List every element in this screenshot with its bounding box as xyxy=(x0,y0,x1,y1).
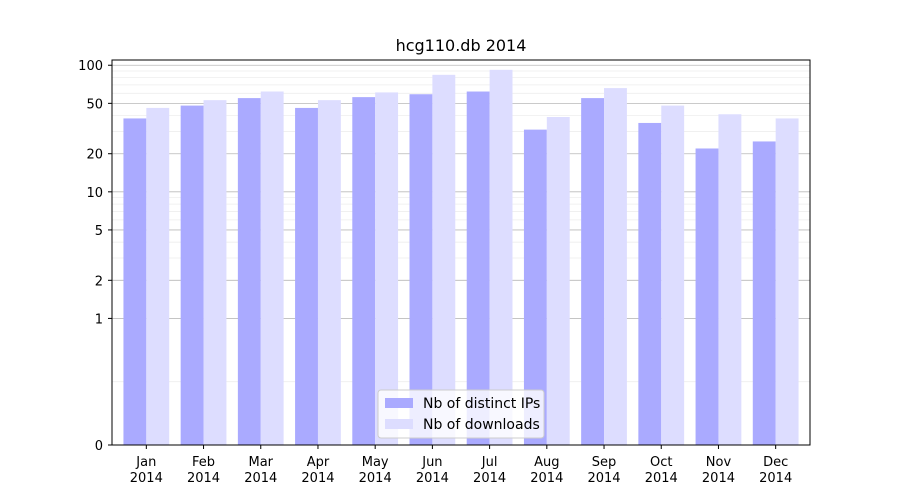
x-tick-label-month: Jul xyxy=(481,455,498,470)
x-tick-label-month: Jan xyxy=(135,455,156,470)
bar-downloads xyxy=(546,117,570,446)
x-tick-label-year: 2014 xyxy=(301,471,334,486)
y-tick-label: 5 xyxy=(95,224,103,239)
y-tick-label: 1 xyxy=(95,312,103,327)
x-tick-label-year: 2014 xyxy=(702,471,735,486)
bar-distinct-ips xyxy=(409,94,433,446)
x-tick-label-year: 2014 xyxy=(530,471,563,486)
bar-distinct-ips xyxy=(466,91,490,445)
y-tick-label: 50 xyxy=(86,97,103,112)
bar-downloads xyxy=(718,114,742,445)
x-tick-label-month: Jun xyxy=(421,455,442,470)
y-tick-label: 0 xyxy=(95,439,103,454)
bar-distinct-ips xyxy=(295,107,318,446)
x-tick-label-month: Aug xyxy=(534,455,559,470)
chart-title: hcg110.db 2014 xyxy=(396,36,527,55)
x-tick-label-year: 2014 xyxy=(587,471,620,486)
bar-distinct-ips xyxy=(123,118,147,445)
x-tick-label-year: 2014 xyxy=(473,471,506,486)
x-tick-label-month: Feb xyxy=(192,455,215,470)
bar-downloads xyxy=(375,92,399,446)
y-tick-label: 10 xyxy=(86,186,103,201)
x-tick-label-month: Dec xyxy=(763,455,788,470)
bar-distinct-ips xyxy=(237,98,261,445)
bar-distinct-ips xyxy=(523,129,547,445)
x-tick-label-year: 2014 xyxy=(187,471,220,486)
legend-label-downloads: Nb of downloads xyxy=(423,417,540,433)
bar-distinct-ips xyxy=(638,122,662,445)
legend-swatch-distinct-ips xyxy=(385,398,413,408)
plot-frame xyxy=(111,59,811,446)
bar-distinct-ips xyxy=(752,141,776,445)
legend-swatch-downloads xyxy=(385,419,413,429)
y-tick-label: 20 xyxy=(86,148,103,163)
y-tick-label: 100 xyxy=(78,59,103,74)
x-tick-label-month: Sep xyxy=(592,455,617,470)
x-tick-label-year: 2014 xyxy=(130,471,163,486)
x-tick-label-year: 2014 xyxy=(645,471,678,486)
x-tick-label-month: Oct xyxy=(650,455,672,470)
x-tick-label-month: May xyxy=(362,455,389,470)
bar-downloads xyxy=(604,88,627,445)
x-tick-label-year: 2014 xyxy=(416,471,449,486)
bar-downloads xyxy=(432,74,456,445)
bar-downloads xyxy=(775,118,799,445)
bar-downloads xyxy=(317,100,341,445)
legend-frame xyxy=(377,389,545,439)
x-tick-label-year: 2014 xyxy=(244,471,277,486)
bar-distinct-ips xyxy=(695,148,719,445)
x-tick-label-month: Apr xyxy=(307,455,330,470)
legend: Nb of distinct IPs Nb of downloads xyxy=(377,389,545,439)
x-tick-label-year: 2014 xyxy=(759,471,792,486)
bar-downloads xyxy=(203,100,227,445)
bar-distinct-ips xyxy=(352,97,376,446)
bar-downloads xyxy=(260,91,284,445)
bar-downloads xyxy=(146,107,170,446)
x-tick-label-month: Nov xyxy=(706,455,732,470)
x-tick-label-year: 2014 xyxy=(359,471,392,486)
legend-label-distinct-ips: Nb of distinct IPs xyxy=(423,396,540,412)
bar-distinct-ips xyxy=(581,98,605,445)
bar-downloads xyxy=(661,105,685,446)
x-tick-label-month: Mar xyxy=(248,455,273,470)
bar-downloads xyxy=(489,69,513,446)
y-tick-label: 2 xyxy=(95,274,103,289)
bar-distinct-ips xyxy=(180,105,204,446)
